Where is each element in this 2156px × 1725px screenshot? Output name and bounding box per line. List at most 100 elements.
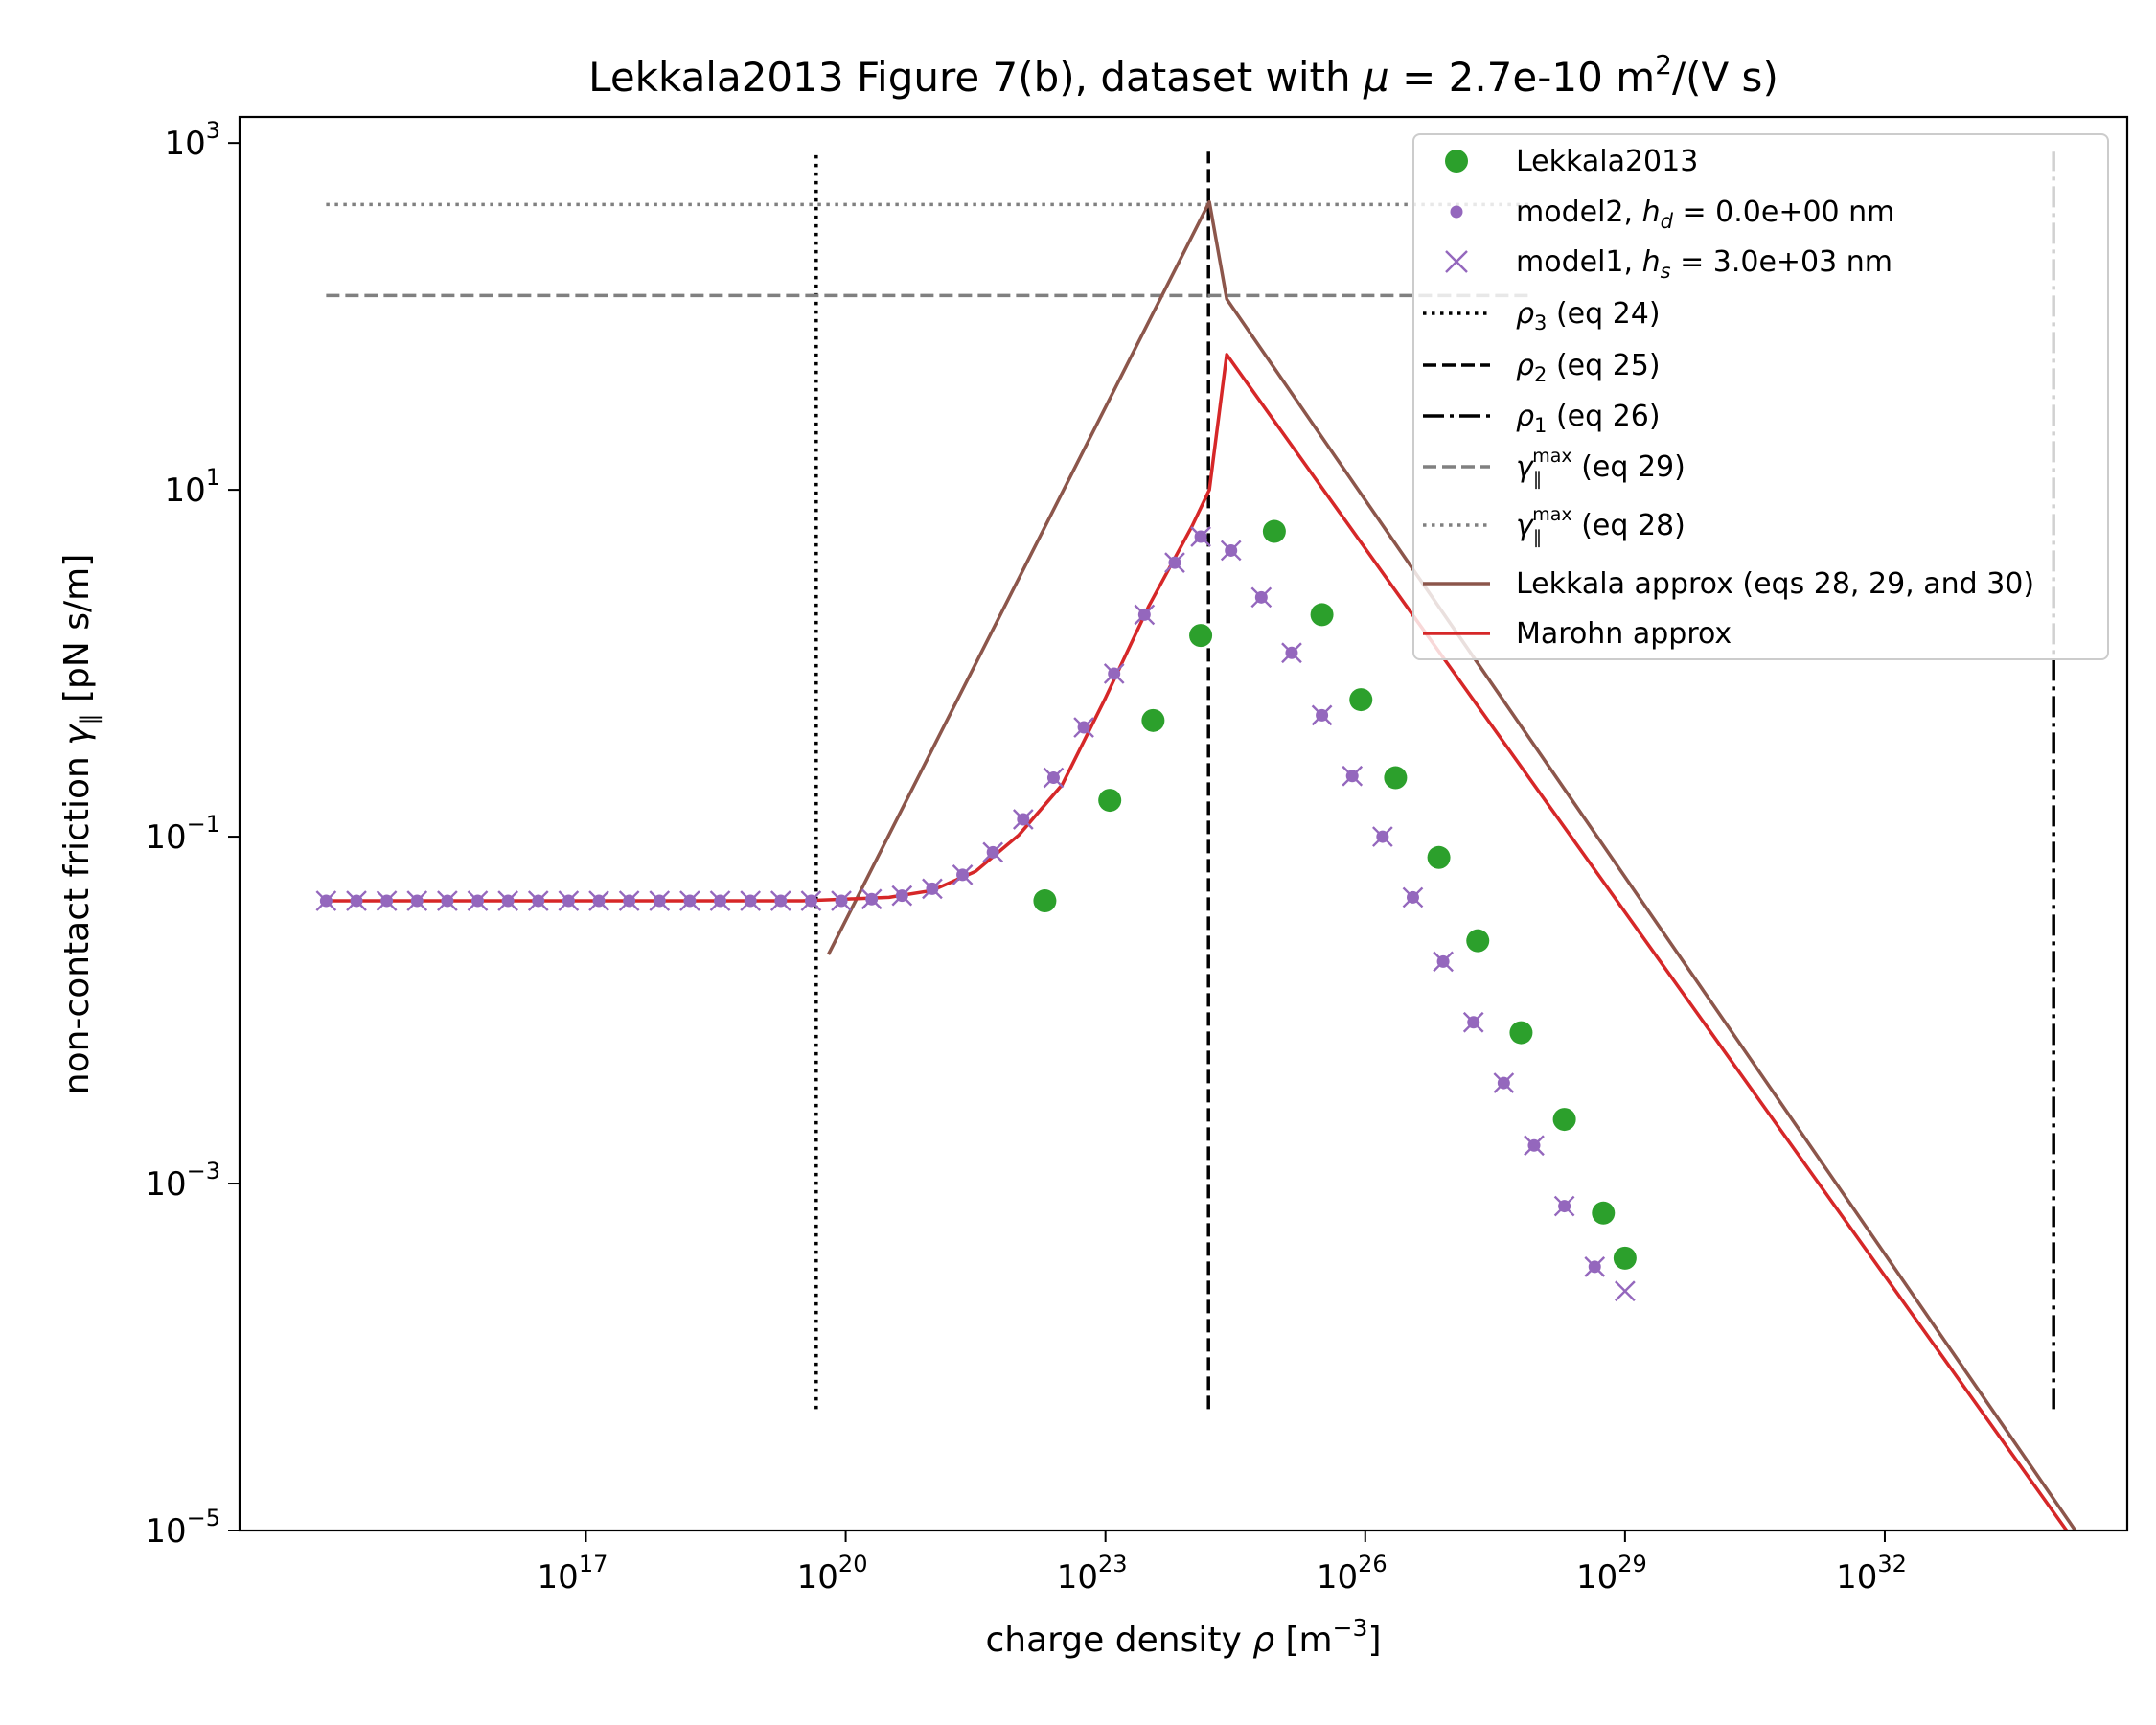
- model1-point-stroke: [800, 890, 822, 911]
- legend-label-rho3: ρ3 (eq 24): [1516, 297, 1661, 334]
- model1-point-stroke: [1371, 826, 1393, 847]
- model1-point: [588, 890, 609, 911]
- model1-point: [679, 890, 700, 911]
- y-tick-label: 10−3: [145, 1158, 220, 1204]
- model1-point: [1342, 765, 1364, 787]
- model1-point: [740, 890, 762, 911]
- markers: [315, 519, 1637, 1302]
- legend-label-gmax29: γ∥max (eq 29): [1516, 446, 1686, 490]
- lekkala2013-point: [1466, 929, 1490, 953]
- model1-point: [467, 890, 489, 911]
- model1-point-stroke: [1553, 1195, 1575, 1217]
- model1-point: [315, 890, 337, 911]
- lekkala2013-point: [1384, 766, 1408, 790]
- model1-point: [1190, 526, 1211, 547]
- model1-point-stroke: [1250, 586, 1273, 609]
- lekkala2013-point: [1509, 1021, 1533, 1045]
- model1-point: [982, 841, 1004, 863]
- model1-point: [649, 890, 671, 911]
- legend-item-rho1: ρ1 (eq 26): [1423, 400, 1661, 437]
- legend-marker-model1: [1445, 250, 1468, 273]
- model1-point: [800, 890, 822, 911]
- model1-point: [1402, 886, 1424, 908]
- legend-item-marohn-approx: Marohn approx: [1423, 617, 1732, 651]
- model1-point-stroke: [1524, 1135, 1545, 1157]
- legend-item-model1: model1, hs = 3.0e+03 nm: [1445, 245, 1892, 283]
- model1-point: [1073, 717, 1094, 738]
- model1-point-stroke: [1584, 1256, 1606, 1277]
- model1-point-stroke: [1311, 704, 1333, 726]
- model1-point: [1524, 1135, 1545, 1157]
- model1-point: [709, 890, 731, 911]
- model1-point: [1103, 663, 1125, 684]
- x-tick-label: 1017: [538, 1551, 608, 1597]
- model1-point: [406, 890, 428, 911]
- model1-point: [527, 890, 549, 911]
- model1-point-stroke: [1103, 663, 1125, 684]
- model1-point-stroke: [437, 890, 458, 911]
- model1-point-stroke: [467, 890, 489, 911]
- model1-point-stroke: [1493, 1072, 1515, 1093]
- model1-point: [769, 890, 791, 911]
- legend-label-model1: model1, hs = 3.0e+03 nm: [1516, 245, 1892, 283]
- lekkala2013-point: [1613, 1246, 1637, 1270]
- model1-point-stroke: [527, 890, 549, 911]
- model1-point-stroke: [1134, 604, 1156, 626]
- legend-marker-model2: [1450, 205, 1463, 218]
- lekkala2013-point: [1349, 688, 1373, 712]
- model1-point-stroke: [679, 890, 700, 911]
- legend-item-rho3: ρ3 (eq 24): [1423, 297, 1661, 334]
- model1-point: [1584, 1256, 1606, 1277]
- model1-point: [1250, 586, 1273, 609]
- model1-point: [1012, 809, 1034, 830]
- legend-label-marohn-approx: Marohn approx: [1516, 617, 1732, 651]
- model1-point: [1164, 552, 1185, 573]
- legend-item-lekkala-approx: Lekkala approx (eqs 28, 29, and 30): [1423, 567, 2034, 601]
- model1-point-stroke: [740, 890, 762, 911]
- lekkala2013-point: [1262, 519, 1286, 543]
- model1-point-stroke: [649, 890, 671, 911]
- plot-frame: [238, 115, 2129, 1532]
- lekkala2013-point: [1098, 789, 1122, 813]
- model1-point-stroke: [588, 890, 609, 911]
- x-axis-ticks: 1017 1020 1023 1026 1029 1032: [538, 1530, 1907, 1597]
- lekkala2013-point: [1033, 889, 1057, 913]
- model1-point-stroke: [769, 890, 791, 911]
- model1-point-stroke: [1281, 642, 1302, 664]
- model1-point: [376, 890, 398, 911]
- model1-point: [831, 890, 852, 911]
- lekkala2013-point: [1592, 1201, 1616, 1225]
- legend-marker-lekkala2013: [1445, 150, 1468, 172]
- model1-point-stroke: [709, 890, 731, 911]
- lekkala2013-point: [1427, 845, 1451, 869]
- model1-point: [1433, 951, 1454, 973]
- model1-point: [497, 890, 518, 911]
- model1-point-stroke: [315, 890, 337, 911]
- legend-label-rho2: ρ2 (eq 25): [1516, 349, 1661, 386]
- model1-point-stroke: [860, 888, 883, 910]
- legend-label-lekkala2013: Lekkala2013: [1516, 145, 1698, 178]
- chart-title: Lekkala2013 Figure 7(b), dataset with μ …: [588, 49, 1778, 101]
- lekkala2013-point: [1552, 1108, 1576, 1132]
- legend-label-lekkala-approx: Lekkala approx (eqs 28, 29, and 30): [1516, 567, 2034, 601]
- model1-point: [1371, 826, 1393, 847]
- model1-point: [922, 878, 943, 900]
- x-tick-label: 1023: [1057, 1551, 1128, 1597]
- model1-point: [618, 890, 640, 911]
- model1-point: [1462, 1011, 1484, 1033]
- model1-point: [437, 890, 458, 911]
- model1-point-stroke: [1342, 765, 1364, 787]
- y-tick-label: 10−1: [145, 811, 220, 857]
- model1-point-stroke: [1402, 886, 1424, 908]
- x-tick-label: 1026: [1317, 1551, 1388, 1597]
- model1-point-stroke: [497, 890, 518, 911]
- model1-point-stroke: [1190, 526, 1211, 547]
- model1-point: [1615, 1280, 1636, 1302]
- model1-point-stroke: [1164, 552, 1185, 573]
- x-tick-label: 1020: [797, 1551, 868, 1597]
- model1-point-stroke: [982, 841, 1004, 863]
- model1-point: [346, 890, 367, 911]
- model1-point-stroke: [376, 890, 398, 911]
- model1-point-stroke: [922, 878, 943, 900]
